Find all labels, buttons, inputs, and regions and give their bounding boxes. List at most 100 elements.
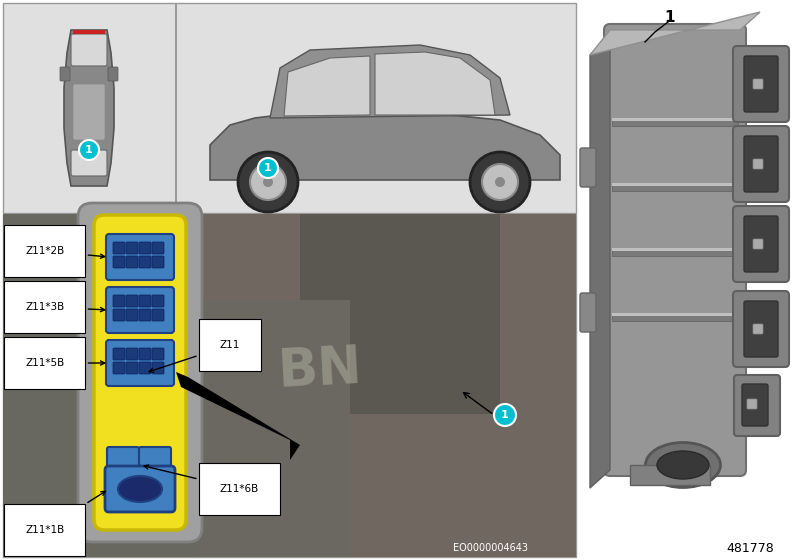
- FancyBboxPatch shape: [107, 447, 139, 483]
- Text: 1: 1: [501, 410, 509, 420]
- Text: Z11*6B: Z11*6B: [144, 465, 259, 494]
- FancyBboxPatch shape: [139, 242, 151, 254]
- FancyBboxPatch shape: [753, 79, 763, 89]
- Text: Z11*3B: Z11*3B: [25, 302, 105, 312]
- Text: Z11*1B: Z11*1B: [25, 491, 106, 535]
- Text: Z11*5B: Z11*5B: [25, 358, 105, 368]
- FancyBboxPatch shape: [126, 242, 138, 254]
- FancyBboxPatch shape: [733, 291, 789, 367]
- Circle shape: [495, 177, 505, 187]
- FancyBboxPatch shape: [139, 348, 151, 360]
- Polygon shape: [590, 36, 610, 488]
- Bar: [175, 3, 177, 213]
- Bar: [200, 300, 350, 557]
- Polygon shape: [176, 372, 300, 460]
- Circle shape: [79, 140, 99, 160]
- FancyBboxPatch shape: [747, 399, 757, 409]
- Text: EO0000004643: EO0000004643: [453, 543, 527, 553]
- Circle shape: [258, 158, 278, 178]
- Circle shape: [470, 152, 530, 212]
- Polygon shape: [210, 113, 560, 180]
- FancyBboxPatch shape: [126, 295, 138, 307]
- FancyBboxPatch shape: [744, 216, 778, 272]
- FancyBboxPatch shape: [139, 362, 151, 374]
- Ellipse shape: [646, 442, 721, 488]
- FancyBboxPatch shape: [113, 362, 125, 374]
- FancyBboxPatch shape: [580, 148, 596, 187]
- FancyBboxPatch shape: [734, 375, 780, 436]
- FancyBboxPatch shape: [126, 348, 138, 360]
- Polygon shape: [590, 12, 760, 55]
- FancyBboxPatch shape: [152, 362, 164, 374]
- Bar: [200, 214, 576, 557]
- FancyBboxPatch shape: [113, 295, 125, 307]
- Circle shape: [263, 177, 273, 187]
- FancyBboxPatch shape: [113, 348, 125, 360]
- Bar: [73, 30, 105, 34]
- FancyBboxPatch shape: [733, 46, 789, 122]
- FancyBboxPatch shape: [126, 362, 138, 374]
- Bar: [3, 214, 576, 557]
- FancyBboxPatch shape: [152, 242, 164, 254]
- FancyBboxPatch shape: [580, 293, 596, 332]
- FancyBboxPatch shape: [106, 287, 174, 333]
- Polygon shape: [375, 52, 495, 115]
- Ellipse shape: [657, 451, 709, 479]
- FancyBboxPatch shape: [106, 340, 174, 386]
- FancyBboxPatch shape: [753, 239, 763, 249]
- Bar: [3, 3, 576, 213]
- Text: 481778: 481778: [726, 542, 774, 554]
- Bar: [612, 313, 738, 316]
- Text: BN: BN: [277, 342, 363, 398]
- FancyBboxPatch shape: [71, 150, 107, 176]
- FancyBboxPatch shape: [152, 309, 164, 321]
- Bar: [300, 214, 500, 414]
- FancyBboxPatch shape: [106, 234, 174, 280]
- Polygon shape: [270, 45, 510, 118]
- FancyBboxPatch shape: [152, 295, 164, 307]
- FancyBboxPatch shape: [744, 301, 778, 357]
- FancyBboxPatch shape: [139, 447, 171, 483]
- FancyBboxPatch shape: [78, 203, 202, 542]
- Text: Z11*2B: Z11*2B: [25, 246, 105, 258]
- Bar: [3, 214, 203, 557]
- Text: 1: 1: [665, 11, 675, 26]
- Polygon shape: [64, 30, 114, 186]
- FancyBboxPatch shape: [139, 295, 151, 307]
- Ellipse shape: [118, 476, 162, 502]
- FancyBboxPatch shape: [753, 159, 763, 169]
- FancyBboxPatch shape: [126, 256, 138, 268]
- Circle shape: [250, 164, 286, 200]
- Text: 1: 1: [264, 163, 272, 173]
- FancyBboxPatch shape: [152, 348, 164, 360]
- FancyBboxPatch shape: [105, 466, 175, 512]
- Bar: [612, 183, 738, 186]
- FancyBboxPatch shape: [152, 256, 164, 268]
- FancyBboxPatch shape: [139, 309, 151, 321]
- Bar: [612, 120, 738, 126]
- FancyBboxPatch shape: [73, 84, 105, 140]
- Bar: [630, 465, 710, 485]
- FancyBboxPatch shape: [744, 136, 778, 192]
- FancyBboxPatch shape: [126, 309, 138, 321]
- Polygon shape: [284, 56, 370, 116]
- FancyBboxPatch shape: [94, 215, 186, 530]
- Bar: [612, 118, 738, 121]
- FancyBboxPatch shape: [139, 256, 151, 268]
- Text: Z11: Z11: [149, 340, 240, 372]
- FancyBboxPatch shape: [71, 34, 107, 66]
- FancyBboxPatch shape: [113, 242, 125, 254]
- Circle shape: [482, 164, 518, 200]
- FancyBboxPatch shape: [733, 206, 789, 282]
- Circle shape: [494, 404, 516, 426]
- FancyBboxPatch shape: [733, 126, 789, 202]
- Bar: [612, 250, 738, 256]
- Bar: [612, 185, 738, 191]
- FancyBboxPatch shape: [604, 24, 746, 476]
- FancyBboxPatch shape: [744, 56, 778, 112]
- FancyBboxPatch shape: [60, 67, 70, 81]
- FancyBboxPatch shape: [108, 67, 118, 81]
- Bar: [612, 248, 738, 251]
- FancyBboxPatch shape: [113, 256, 125, 268]
- FancyBboxPatch shape: [113, 309, 125, 321]
